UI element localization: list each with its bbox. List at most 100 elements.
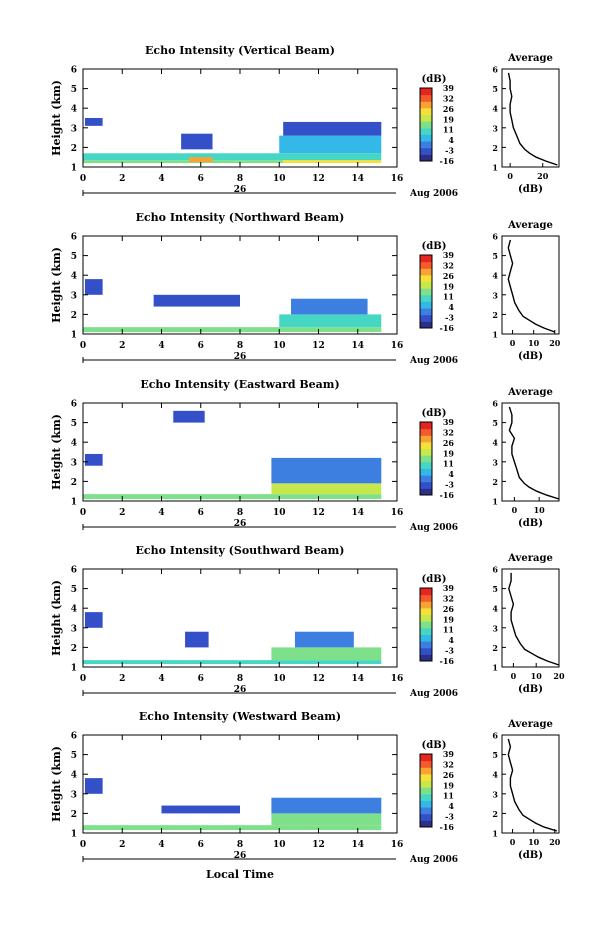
x-tick-label: 0 [80,341,86,351]
y-tick-label: 3 [71,124,77,134]
x-tick-label: 8 [237,508,243,518]
average-x-tick-label: 20 [537,171,549,181]
average-y-tick-label: 2 [492,143,498,153]
y-tick-label: 6 [71,66,77,76]
heatmap-segment [271,483,382,495]
y-tick-label: 2 [71,810,77,820]
y-tick-label: 3 [71,790,77,800]
x-tick-label: 0 [80,508,86,518]
date-day-label: 26 [234,519,247,529]
colorbar-swatch [420,294,432,302]
panel-title: Echo Intensity (Westward Beam) [139,710,341,723]
average-x-tick-label: 0 [511,671,517,681]
date-month-label: Aug 2006 [409,689,458,699]
colorbar-swatch [420,114,432,122]
colorbar-swatch [420,428,432,436]
average-y-tick-label: 6 [492,399,498,409]
colorbar-tick-label: 4 [448,135,454,145]
average-profile-line [507,72,558,166]
y-tick-label: 6 [71,233,77,243]
average-title: Average [507,220,553,231]
average-x-tick-label: 20 [549,338,561,348]
average-title: Average [507,387,553,398]
heatmap-segment [173,410,205,423]
average-y-tick-label: 5 [492,750,498,760]
colorbar-swatch [420,807,432,815]
average-y-tick-label: 3 [492,290,498,300]
colorbar-tick-label: -16 [440,490,455,500]
colorbar-swatch [420,614,432,622]
colorbar-tick-label: 26 [443,604,455,614]
y-tick-label: 3 [71,624,77,634]
colorbar-swatch [420,422,432,430]
colorbar-frame [419,254,433,329]
x-tick-label: 10 [273,674,286,684]
average-x-tick-label: 10 [528,338,540,348]
colorbar-swatch [420,468,432,476]
colorbar-swatch [420,274,432,283]
date-day-label: 26 [234,851,247,861]
x-tick-label: 16 [391,174,404,184]
average-x-tick-label: 0 [510,837,516,847]
colorbar-swatch [420,621,432,629]
y-tick-label: 5 [71,751,77,761]
average-x-label: (dB) [518,684,543,695]
colorbar-swatch [420,800,432,808]
colorbar-tick-label: -16 [440,156,455,166]
average-y-tick-label: 1 [492,163,498,173]
x-tick-label: 16 [391,840,404,850]
average-y-tick-label: 6 [492,731,498,741]
colorbar-swatch [420,787,432,795]
average-y-tick-label: 2 [492,477,498,487]
y-tick-label: 4 [71,272,77,282]
average-y-tick-label: 1 [492,330,498,340]
average-y-tick-label: 4 [492,770,498,780]
x-tick-label: 2 [119,674,125,684]
y-tick-label: 4 [71,605,77,615]
colorbar-tick-label: -16 [440,822,455,832]
panel-title: Echo Intensity (Eastward Beam) [140,378,339,391]
colorbar-tick-label: -3 [445,146,454,156]
x-tick-label: 2 [119,341,125,351]
colorbar-tick-label: 11 [443,125,454,135]
average-y-tick-label: 6 [492,232,498,242]
colorbar-unit: (dB) [422,408,447,419]
x-tick-label: 6 [198,341,204,351]
y-tick-label: 1 [71,664,77,674]
x-tick-label: 10 [273,508,286,518]
average-y-tick-label: 2 [492,310,498,320]
colorbar-swatch [420,127,432,135]
colorbar-tick-label: 32 [443,260,454,270]
colorbar-swatch [420,107,432,116]
heatmap-segment [83,494,382,500]
x-tick-label: 8 [237,674,243,684]
colorbar-swatch [420,147,432,155]
x-tick-label: 0 [80,174,86,184]
heatmap-segment [83,160,284,164]
x-tick-label: 14 [351,840,364,850]
colorbar-swatch [420,481,432,489]
colorbar-swatch [420,455,432,463]
x-tick-label: 12 [312,508,325,518]
colorbar-swatch [420,813,432,821]
colorbar-tick-label: 19 [443,780,455,790]
average-x-tick-label: 10 [531,671,543,681]
colorbar-tick-label: 39 [443,417,455,427]
average-y-tick-label: 1 [492,497,498,507]
colorbar-tick-label: 4 [448,302,454,312]
colorbar-tick-label: 4 [448,469,454,479]
date-day-label: 26 [234,685,247,695]
colorbar-tick-label: 39 [443,583,455,593]
x-tick-label: 14 [351,174,364,184]
x-tick-label: 8 [237,840,243,850]
y-tick-label: 2 [71,644,77,654]
average-x-tick-label: 20 [553,671,565,681]
average-title: Average [507,719,553,730]
colorbar-swatch [420,488,432,496]
average-x-tick-label: 0 [510,338,516,348]
y-tick-label: 1 [71,331,77,341]
heatmap-segment [153,294,240,307]
colorbar-tick-label: 39 [443,749,455,759]
colorbar-swatch [420,94,432,102]
heatmap-segment [279,314,382,328]
